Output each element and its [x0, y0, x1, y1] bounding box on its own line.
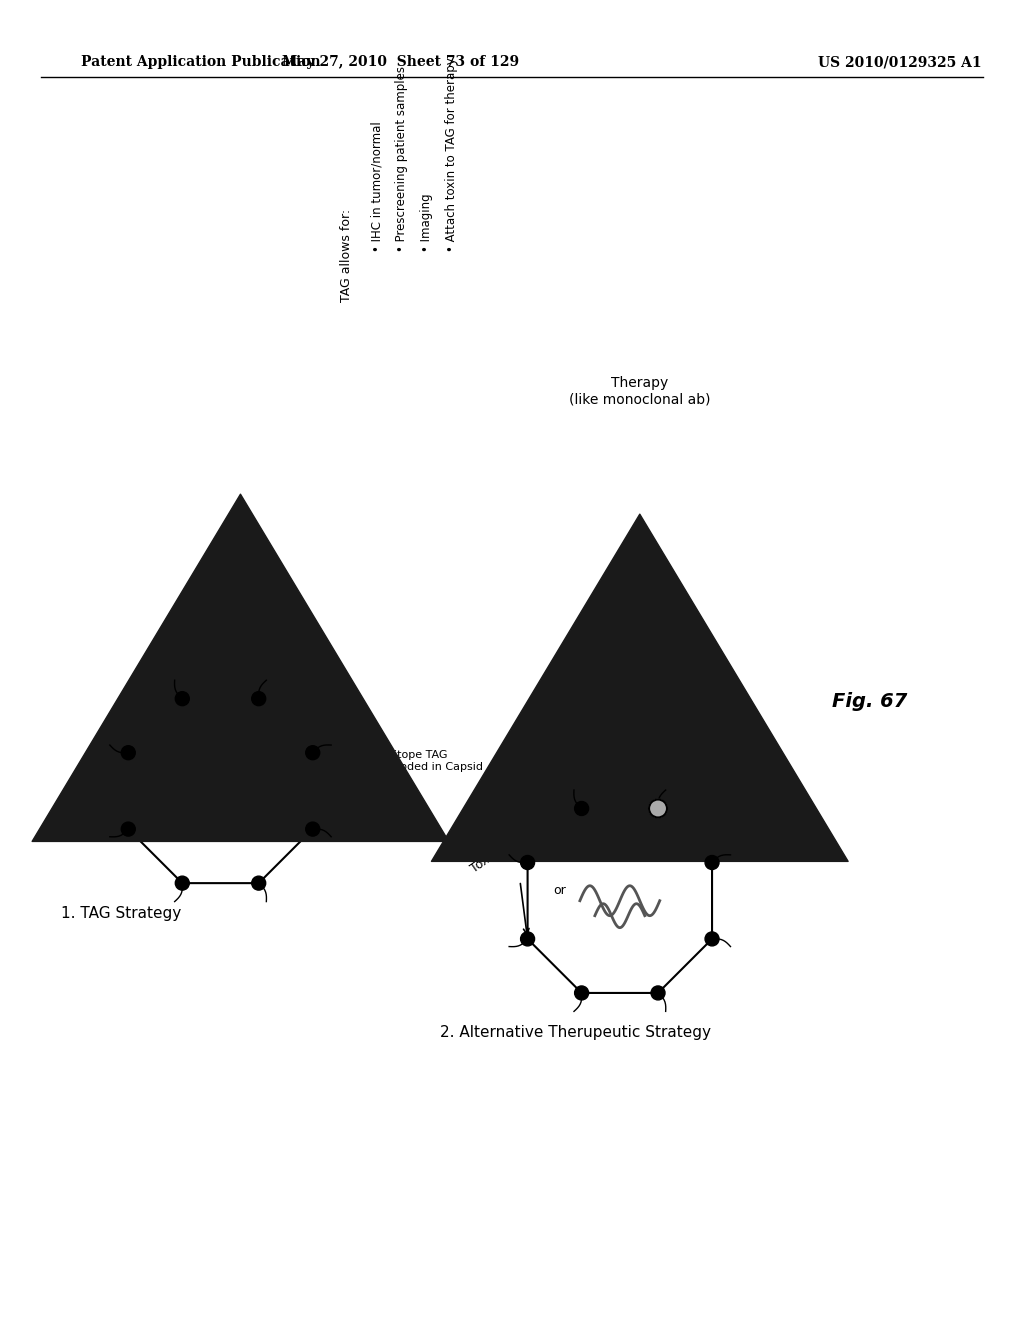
Text: or: or — [554, 884, 566, 898]
Text: Toxin: Toxin — [468, 846, 502, 875]
Circle shape — [306, 822, 319, 836]
Text: Fig. 67: Fig. 67 — [831, 692, 907, 710]
Circle shape — [706, 932, 719, 946]
Text: Therapy
(like monoclonal ab): Therapy (like monoclonal ab) — [569, 376, 711, 407]
Polygon shape — [527, 808, 712, 993]
Text: 1. TAG Strategy: 1. TAG Strategy — [60, 906, 181, 920]
Text: 2. Alternative Therupeutic Strategy: 2. Alternative Therupeutic Strategy — [440, 1026, 711, 1040]
Circle shape — [175, 692, 189, 706]
Circle shape — [651, 801, 665, 816]
Circle shape — [651, 986, 665, 1001]
Circle shape — [252, 692, 265, 706]
Circle shape — [121, 746, 135, 760]
Polygon shape — [128, 698, 312, 883]
Text: • Imaging: • Imaging — [420, 193, 433, 252]
Circle shape — [306, 746, 319, 760]
Text: May 27, 2010  Sheet 73 of 129: May 27, 2010 Sheet 73 of 129 — [282, 55, 519, 69]
Circle shape — [520, 855, 535, 870]
Circle shape — [649, 800, 667, 817]
Text: US 2010/0129325 A1: US 2010/0129325 A1 — [817, 55, 981, 69]
Circle shape — [121, 822, 135, 836]
Circle shape — [574, 801, 589, 816]
Text: Apoptotic
Peptide: Apoptotic Peptide — [718, 777, 771, 800]
Text: • Prescreening patient samples: • Prescreening patient samples — [395, 66, 409, 252]
Text: Irradiate
Virion: Irradiate Virion — [613, 686, 667, 715]
Text: Epitope TAG
Encoded in Capsid: Epitope TAG Encoded in Capsid — [185, 700, 483, 772]
Circle shape — [175, 876, 189, 890]
Text: • IHC in tumor/normal: • IHC in tumor/normal — [371, 121, 383, 252]
Circle shape — [252, 876, 265, 890]
Circle shape — [706, 855, 719, 870]
Text: TAG allows for:: TAG allows for: — [340, 209, 353, 302]
Circle shape — [574, 986, 589, 1001]
Circle shape — [520, 932, 535, 946]
Text: • Attach toxin to TAG for therapy: • Attach toxin to TAG for therapy — [445, 57, 458, 252]
Text: Patent Application Publication: Patent Application Publication — [81, 55, 321, 69]
